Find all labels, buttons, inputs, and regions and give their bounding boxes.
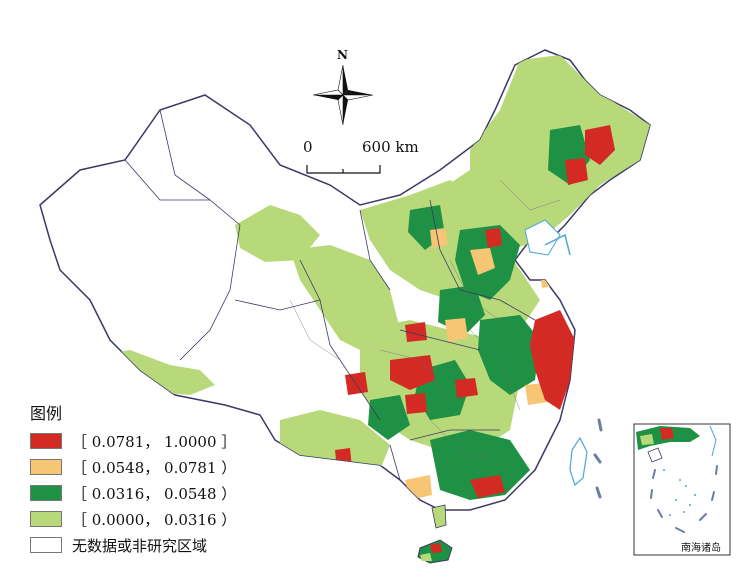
inset-map <box>636 425 718 533</box>
yellow-sea-coast <box>544 233 571 256</box>
inset-label: 南海诸岛 <box>681 543 721 554</box>
region-orange-2 <box>445 318 468 342</box>
region-red-northeast <box>585 125 615 165</box>
legend-title: 图例 <box>30 404 63 423</box>
region-east-green-2 <box>478 315 540 395</box>
legend-swatch <box>30 433 62 449</box>
region-red-north <box>485 228 502 248</box>
legend-label: ［ 0.0548， 0.0781 ） <box>72 458 237 477</box>
region-qinghai-light <box>235 205 320 262</box>
region-red-west <box>345 372 368 395</box>
north-label: N <box>337 48 348 62</box>
legend-label: ［ 0.0000， 0.0316 ） <box>72 510 237 529</box>
region-southwest-light <box>280 410 390 470</box>
legend-swatch <box>30 459 62 475</box>
legend-label: ［ 0.0781， 1.0000 ］ <box>72 432 237 451</box>
legend: 图例 ［ 0.0781， 1.0000 ］ ［ 0.0548， 0.0781 ）… <box>30 400 236 558</box>
region-southwest-green-1 <box>368 395 410 440</box>
region-orange-6 <box>430 228 448 248</box>
legend-item: ［ 0.0548， 0.0781 ） <box>30 454 236 480</box>
legend-label: 无数据或非研究区域 <box>72 536 208 555</box>
legend-item: ［ 0.0316， 0.0548 ） <box>30 480 236 506</box>
region-red-northeast-2 <box>565 158 588 185</box>
region-south-green-1 <box>430 430 530 500</box>
legend-item: 无数据或非研究区域 <box>30 532 236 558</box>
region-red-east-coast <box>530 310 575 410</box>
scale-bar <box>306 165 381 174</box>
legend-swatch <box>30 485 62 501</box>
legend-swatch <box>30 537 62 553</box>
region-red-sichuan <box>390 355 435 390</box>
region-red-central <box>405 322 427 342</box>
region-red-central-2 <box>455 378 478 398</box>
scale-zero-label: 0 <box>303 138 313 156</box>
legend-item: ［ 0.0000， 0.0316 ） <box>30 506 236 532</box>
region-red-south <box>470 475 505 498</box>
leizhou-peninsula <box>431 504 447 529</box>
scale-max-label: 600 km <box>362 138 419 156</box>
region-orange-1 <box>470 248 495 275</box>
taiwan-island <box>569 436 588 487</box>
region-northeast-light <box>440 55 650 250</box>
bohai-sea <box>524 219 561 256</box>
province-boundaries <box>124 109 536 481</box>
legend-label: ［ 0.0316， 0.0548 ） <box>72 484 237 503</box>
hainan-red <box>430 543 442 553</box>
maritime-boundary <box>593 418 603 499</box>
hainan-light <box>420 553 432 561</box>
legend-swatch <box>30 511 62 527</box>
compass-rose-icon <box>312 64 374 126</box>
region-red-chongqing <box>405 393 427 414</box>
county-boundaries <box>289 179 561 461</box>
legend-item: ［ 0.0781， 1.0000 ］ <box>30 428 236 454</box>
region-red-yunnan <box>335 448 352 470</box>
